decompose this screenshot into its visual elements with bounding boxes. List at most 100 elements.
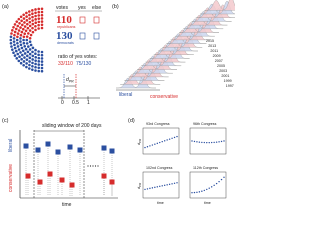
point [173, 136, 176, 139]
seat [16, 41, 19, 45]
point [201, 141, 203, 144]
seat [31, 46, 35, 50]
seat [28, 10, 31, 13]
point [203, 141, 206, 144]
seat [31, 54, 35, 58]
symbol: d [137, 142, 141, 145]
seat [40, 7, 44, 11]
seat [34, 59, 37, 62]
point [161, 140, 163, 143]
panel-label: (a) [2, 4, 9, 10]
seat [34, 52, 37, 55]
seat [20, 57, 23, 61]
seat [14, 27, 18, 31]
seat [37, 17, 41, 20]
plot-title: 93rd Congress [146, 122, 170, 126]
seat [13, 33, 16, 37]
seat [12, 26, 15, 29]
seat [22, 17, 26, 20]
seat [31, 50, 34, 54]
vote-square [35, 147, 41, 153]
point [208, 141, 210, 144]
point [176, 182, 178, 184]
seat [28, 60, 31, 63]
point [159, 141, 161, 144]
y-label: dPR [137, 138, 142, 145]
point [210, 141, 213, 144]
seat [20, 19, 23, 23]
point [213, 141, 215, 144]
seat [25, 42, 29, 45]
tick: 0.5 [72, 100, 79, 106]
ridge [141, 52, 182, 66]
seat [40, 20, 44, 23]
ridge [115, 74, 156, 89]
point [156, 142, 159, 145]
subscript: PR [138, 182, 142, 187]
seat [40, 53, 44, 57]
ridge [170, 26, 211, 41]
ellipsis [94, 165, 97, 167]
point [220, 140, 223, 143]
vote-square [109, 148, 115, 154]
seat [24, 29, 28, 33]
seat [9, 38, 13, 42]
point [168, 138, 171, 140]
seat [34, 69, 37, 72]
seat [31, 26, 34, 30]
plot-frame [142, 171, 180, 199]
seat [21, 27, 25, 31]
plot-title: 112th Congress [193, 166, 218, 170]
seat [26, 22, 29, 26]
seat [25, 15, 28, 18]
seat [9, 41, 13, 45]
vote-square [77, 147, 83, 153]
seat [22, 41, 26, 45]
seat [28, 56, 32, 60]
seat [40, 60, 44, 63]
seat [28, 40, 32, 44]
vote-square [109, 179, 115, 185]
seat [22, 63, 25, 67]
seat [25, 38, 29, 42]
seat [40, 13, 44, 17]
seat [37, 23, 40, 27]
plot-frame [142, 127, 180, 155]
count: 130 [56, 30, 73, 42]
ellipsis [92, 165, 94, 167]
point [210, 186, 213, 188]
year: 1999 [224, 79, 232, 83]
seat [12, 37, 16, 40]
seat [25, 11, 28, 15]
seat [31, 12, 34, 15]
ridge [136, 56, 177, 70]
seat [13, 54, 17, 57]
seat [34, 8, 37, 11]
seat [31, 58, 34, 61]
vote-square [67, 144, 73, 150]
point [166, 184, 168, 186]
point [198, 191, 201, 193]
ridge [149, 45, 190, 59]
ellipsis [97, 165, 99, 167]
year: 2003 [219, 69, 227, 73]
point [154, 186, 156, 189]
ridge [145, 48, 186, 63]
point [146, 146, 149, 148]
seat [29, 43, 33, 47]
seat [25, 35, 29, 38]
point [144, 188, 146, 191]
seat [12, 40, 16, 43]
seat [28, 52, 32, 56]
seat [19, 33, 23, 37]
seat [27, 32, 30, 35]
seat [18, 55, 21, 59]
seat [10, 45, 13, 48]
seat [20, 30, 24, 34]
ridge [187, 11, 228, 26]
axis-label: time [62, 202, 72, 208]
seat [40, 17, 44, 20]
seat [26, 50, 30, 54]
ridge [162, 34, 203, 48]
point [166, 139, 168, 141]
